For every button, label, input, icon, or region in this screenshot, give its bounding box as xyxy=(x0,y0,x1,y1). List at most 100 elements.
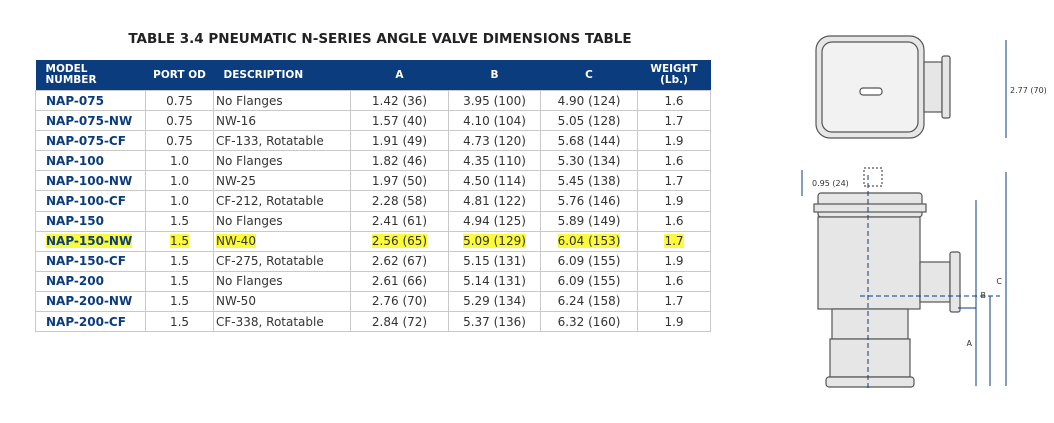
cell-text: 1.7 xyxy=(664,173,684,188)
cell-text: 2.62 (67) xyxy=(371,254,428,269)
table-cell: 1.6 xyxy=(637,270,711,292)
cell-text: 1.5 xyxy=(169,294,190,309)
cell-text: 5.14 (131) xyxy=(463,274,526,289)
table-row: NAP-200-NW 1.5 NW-50 2.76 (70) 5.29 (134) 6.2… xyxy=(35,290,711,313)
cell-text: NAP-200-NW xyxy=(46,294,133,309)
cell-text: 1.5 xyxy=(169,314,190,329)
cell-text: 5.68 (144) xyxy=(557,133,621,148)
table-cell: NW-16 xyxy=(213,110,351,132)
cell-text: 2.56 (65) xyxy=(371,234,428,249)
table-cell: 6.32 (160) xyxy=(540,311,638,333)
table-cell: 1.0 xyxy=(145,150,214,172)
table-cell: 1.6 xyxy=(637,89,711,112)
table-cell: 1.5 xyxy=(145,230,214,252)
table-cell: 6.09 (155) xyxy=(540,270,638,292)
table-cell: 1.9 xyxy=(637,190,711,212)
table-cell: 1.91 (49) xyxy=(350,130,449,152)
header-row: MODEL NUMBER PORT OD DESCRIPTION A B C WEIGHT … xyxy=(35,60,711,91)
table-cell: 1.7 xyxy=(637,170,711,192)
table-row: NAP-150 1.5 No Flanges 2.41 (61) 4.94 (125) 5… xyxy=(35,210,711,232)
table-cell: 1.57 (40) xyxy=(350,110,449,132)
cell-text: NAP-150 xyxy=(46,214,104,229)
cell-text: 1.5 xyxy=(169,274,190,289)
cell-text: NAP-200 xyxy=(46,274,104,289)
table-row: NAP-150-CF 1.5 CF-275, Rotatable 2.62 (67) 5… xyxy=(35,250,711,272)
table-cell: 2.62 (67) xyxy=(350,250,449,272)
table-cell: NAP-200-NW xyxy=(35,290,146,313)
table-cell: 4.94 (125) xyxy=(448,210,541,232)
table-cell: NAP-100 xyxy=(35,150,146,172)
column-header: A xyxy=(350,60,449,91)
cell-text: NAP-075 xyxy=(46,93,104,108)
cell-text: NW-50 xyxy=(216,294,256,309)
table-cell: 1.0 xyxy=(145,170,214,192)
table-cell: 5.29 (134) xyxy=(448,290,541,313)
table-cell: 5.37 (136) xyxy=(448,311,541,333)
table-cell: 1.7 xyxy=(637,110,711,132)
cell-text: 4.94 (125) xyxy=(463,214,526,229)
cell-text: NAP-150-NW xyxy=(46,234,133,249)
table-cell: 1.5 xyxy=(145,290,214,313)
table-cell: 5.15 (131) xyxy=(448,250,541,272)
table-title: TABLE 3.4 PNEUMATIC N-SERIES ANGLE VALVE… xyxy=(128,31,632,47)
cell-text: 4.90 (124) xyxy=(557,93,621,108)
cell-text: 6.09 (155) xyxy=(557,274,621,289)
cell-text: NW-25 xyxy=(216,173,256,188)
dimensions-table: MODEL NUMBER PORT OD DESCRIPTION A B C WEIGHT … xyxy=(35,60,711,333)
cell-text: No Flanges xyxy=(216,274,283,289)
table-cell: 6.24 (158) xyxy=(540,290,638,313)
cell-text: 1.9 xyxy=(664,133,684,148)
table-cell: NAP-200-CF xyxy=(35,311,146,333)
table-cell: 1.42 (36) xyxy=(350,89,449,112)
table-cell: 4.35 (110) xyxy=(448,150,541,172)
table-cell: 6.09 (155) xyxy=(540,250,638,272)
cell-text: 5.09 (129) xyxy=(463,234,526,249)
table-cell: 4.50 (114) xyxy=(448,170,541,192)
cell-text: 5.37 (136) xyxy=(463,314,526,329)
cell-text: 1.91 (49) xyxy=(371,133,428,148)
cell-text: 1.9 xyxy=(664,254,684,269)
table-cell: 2.61 (66) xyxy=(350,270,449,292)
table-cell: 1.6 xyxy=(637,210,711,232)
cell-text: 4.10 (104) xyxy=(463,113,526,128)
cell-text: 5.30 (134) xyxy=(557,153,621,168)
table-cell: 5.68 (144) xyxy=(540,130,638,152)
table-cell: 4.10 (104) xyxy=(448,110,541,132)
cell-text: 2.61 (66) xyxy=(371,274,428,289)
cell-text: NAP-100 xyxy=(46,153,104,168)
table-cell: 1.9 xyxy=(637,311,711,333)
table-cell: 5.14 (131) xyxy=(448,270,541,292)
table-cell: 0.75 xyxy=(145,130,214,152)
table-cell: 1.5 xyxy=(145,311,214,333)
column-header: WEIGHT (Lb.) xyxy=(637,60,711,91)
cell-text: 6.24 (158) xyxy=(557,294,621,309)
table-row: NAP-150-NW 1.5 NW-40 2.56 (65) 5.09 (129) 6.0… xyxy=(35,230,711,252)
cell-text: 1.6 xyxy=(664,153,684,168)
cell-text: 4.73 (120) xyxy=(463,133,526,148)
table-cell: 4.90 (124) xyxy=(540,89,638,112)
table-row: NAP-200 1.5 No Flanges 2.61 (66) 5.14 (131) 6… xyxy=(35,270,711,292)
cell-text: 1.42 (36) xyxy=(371,93,428,108)
table-cell: 5.45 (138) xyxy=(540,170,638,192)
cell-text: 1.9 xyxy=(664,314,684,329)
valve-diagram: 2.77 (70) 0.95 (24) A B C xyxy=(801,35,1047,390)
table-cell: NW-25 xyxy=(213,170,351,192)
table-cell: 1.7 xyxy=(637,290,711,313)
cell-text: NAP-150-CF xyxy=(46,254,126,269)
table-cell: No Flanges xyxy=(213,210,351,232)
table-cell: CF-133, Rotatable xyxy=(213,130,351,152)
cell-text: CF-338, Rotatable xyxy=(216,314,324,329)
table-row: NAP-075 0.75 No Flanges 1.42 (36) 3.95 (100)… xyxy=(35,89,711,112)
cell-text: NAP-200-CF xyxy=(46,314,126,329)
table-cell: 1.7 xyxy=(637,230,711,252)
cell-text: 1.6 xyxy=(664,274,684,289)
table-cell: NAP-075-CF xyxy=(35,130,146,152)
cell-text: NW-16 xyxy=(216,113,256,128)
cell-text: 5.29 (134) xyxy=(463,294,526,309)
table-cell: 4.81 (122) xyxy=(448,190,541,212)
table-cell: NAP-100-CF xyxy=(35,190,146,212)
cell-text: 1.5 xyxy=(169,214,190,229)
cell-text: 1.6 xyxy=(664,214,684,229)
column-header: MODEL NUMBER xyxy=(35,60,146,91)
